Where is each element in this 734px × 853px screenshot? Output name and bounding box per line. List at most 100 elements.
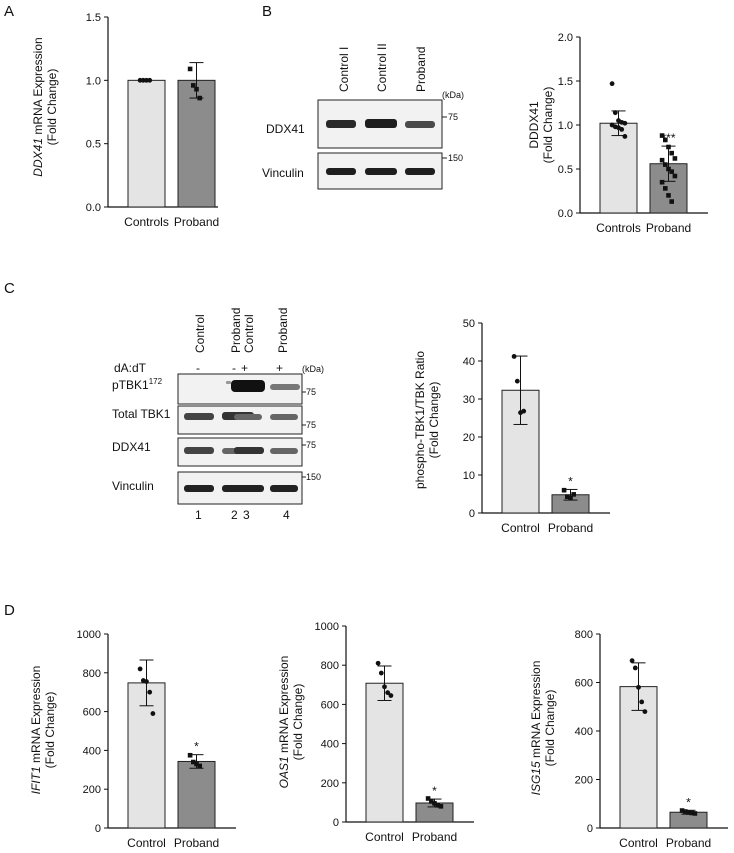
treatment-sign: + [241,361,248,375]
lane-label: Proband [414,47,428,92]
lane-number: 2 [231,508,238,522]
lane-label: Control I [337,47,351,92]
y-axis-label-line2: (Fold Change) [543,690,557,767]
western-blot-b: Control I Control II Proband (kDa) DDX41… [262,43,464,190]
data-point [187,66,193,72]
kda-marker: 75 [448,112,458,122]
blot-label: DDX41 [266,122,305,136]
chart-b-fold-change: 0.0 0.5 1.0 1.5 2.0 Controls *** Proband DDDX41(… [527,32,708,235]
bar [177,760,216,829]
bar [127,682,166,829]
y-tick-label: 800 [83,668,101,680]
y-axis-label: DDDX41 [527,101,541,149]
y-tick-label: 400 [83,745,101,757]
kda-marker: 75 [306,440,316,450]
lane-label: Control II [375,43,389,92]
blot-band [231,380,265,392]
y-tick-label: 200 [83,784,101,796]
y-tick-label: 1.0 [558,120,573,132]
data-point [137,666,143,672]
data-point [669,169,674,174]
significance-label: * [686,795,691,809]
data-point [571,492,576,497]
y-tick-label: 1.5 [558,76,573,88]
data-point [565,494,570,499]
data-point [622,120,628,126]
bar [127,79,166,208]
category-label: Controls [124,215,169,229]
category-label: Proband [666,836,711,850]
data-point [425,796,431,801]
y-tick-label: 800 [575,629,593,641]
y-axis-label-text: mRNA Expression [31,37,45,138]
y-axis-label-line2: (Fold Change) [45,69,59,146]
y-tick-label: 1.0 [86,75,101,87]
lane-label: Proband [276,308,290,353]
blot-band [226,381,231,384]
data-point [197,95,202,101]
blot-band [234,485,264,492]
category-label: Control [127,836,166,850]
data-point [521,408,527,414]
y-tick-label: 20 [463,432,475,444]
y-axis-label-text: phospho-TBK1/TBK Ratio [413,351,427,489]
data-point [692,811,698,816]
blot-band [184,447,214,454]
panel-letter-b: B [262,3,272,20]
blot-band [270,414,298,420]
blot-label: Vinculin [112,479,154,493]
data-point [191,759,196,765]
kda-marker: 75 [306,387,316,397]
blot-band [184,485,214,492]
data-point [378,670,384,676]
data-point [429,799,434,804]
blot-band [234,414,262,420]
category-label: Control [619,836,658,850]
y-tick-label: 1000 [77,629,101,641]
y-axis-label-text: mRNA Expression [529,661,543,762]
data-point [672,156,678,161]
data-point [666,144,671,150]
bar [177,79,216,208]
data-point [385,690,391,696]
chart-d-ifit1: 0 200 400 600 800 1000 Control * Proband IFIT1 mR… [29,629,236,850]
y-axis-label-text: DDDX41 [527,101,541,149]
chart-d-isg15: 0 200 400 600 800 Control * Proband ISG15 mRNA E… [529,629,728,850]
data-point [666,166,671,172]
data-point [619,126,625,132]
data-point [642,709,648,714]
blot-label-text: pTBK1 [112,378,149,392]
blot-label-superscript: 172 [149,377,163,386]
data-point [150,711,156,716]
y-tick-label: 600 [321,699,339,711]
y-axis-label-gene: OAS1 [277,756,291,788]
data-point [663,186,668,191]
y-tick-label: 30 [463,394,475,406]
data-point [632,665,638,671]
y-axis-label-gene: ISG15 [529,761,543,795]
data-point [561,487,567,493]
y-tick-label: 50 [463,318,475,330]
category-label: Proband [646,221,691,235]
data-point [669,199,674,204]
data-point [375,660,381,666]
y-tick-label: 0.0 [558,208,573,220]
y-tick-label: 0.5 [558,164,573,176]
y-axis-label-line2: (Fold Change) [43,692,57,769]
chart-c-ratio: 0 10 20 30 40 50 Control * Proband phospho-TBK1/T… [413,318,610,535]
data-point [197,763,202,769]
lane-label: Proband [229,308,243,353]
y-tick-label: 10 [463,470,475,482]
data-point [435,803,440,808]
data-point [622,134,628,139]
bar [599,122,638,214]
blot-band [405,121,435,128]
data-point [659,133,665,138]
data-point [669,150,674,156]
data-point [666,193,671,198]
data-point [514,378,520,384]
y-tick-label: 1.5 [86,12,101,24]
y-tick-label: 40 [463,356,475,368]
y-tick-label: 400 [321,739,339,751]
y-axis-label-line2: (Fold Change) [427,382,441,459]
